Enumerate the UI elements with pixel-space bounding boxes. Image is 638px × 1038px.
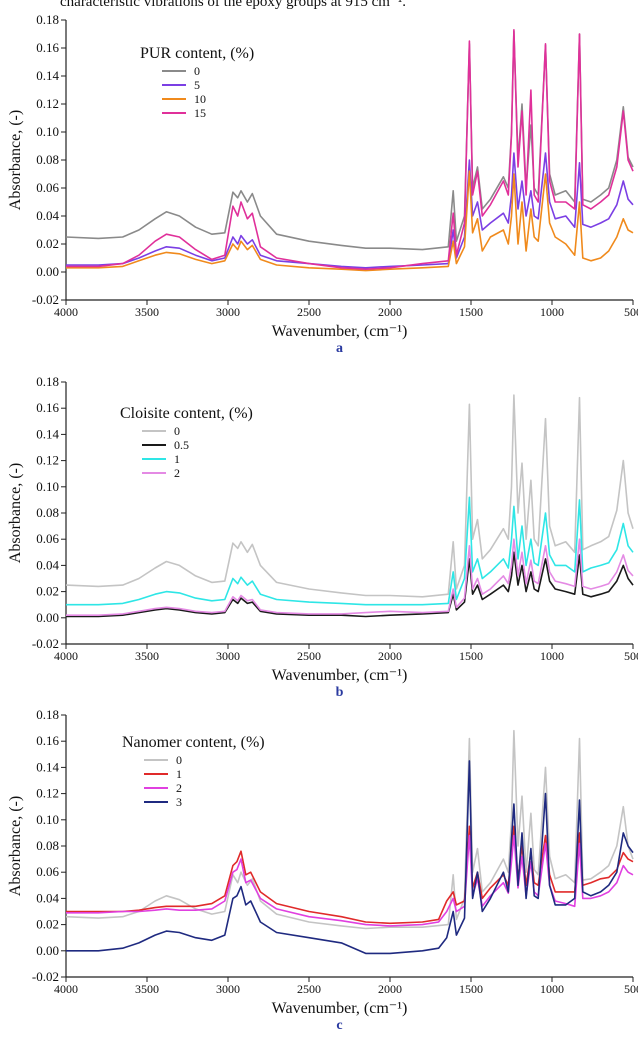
y-tick-label: 0.12: [36, 453, 59, 468]
x-tick-label: 1500: [459, 305, 483, 319]
x-axis-label: Wavenumber, (cm⁻¹): [272, 667, 408, 684]
x-tick-label: 500: [624, 649, 638, 663]
series-line-0: [65, 394, 634, 598]
x-tick-label: 3000: [216, 649, 240, 663]
y-tick-label: 0.06: [36, 864, 59, 879]
legend-label: 2: [174, 466, 180, 480]
x-axis-label: Wavenumber, (cm⁻¹): [272, 323, 408, 340]
legend-label: 15: [194, 106, 206, 120]
chart-panel-c: -0.02 0.00 0.02 0.04 0.06 0.08 0.10 0.12 0.14 0.1…: [0, 705, 638, 1033]
panel-label: c: [336, 1018, 342, 1033]
y-tick-label: 0.04: [36, 557, 59, 572]
y-tick-label: 0.14: [36, 759, 59, 774]
y-tick-label: 0.06: [36, 531, 59, 546]
x-tick-label: 4000: [54, 982, 78, 996]
panel-label: a: [336, 341, 343, 356]
y-tick-label: 0.00: [36, 610, 59, 625]
x-axis-label: Wavenumber, (cm⁻¹): [272, 1000, 408, 1017]
legend-label: 5: [194, 78, 200, 92]
x-tick-label: 3500: [135, 982, 159, 996]
series-line-1: [66, 496, 634, 606]
y-tick-label: 0.04: [36, 208, 59, 223]
series-line-5: [66, 152, 634, 269]
y-axis-label: Absorbance, (-): [7, 796, 24, 896]
legend-label: 1: [176, 767, 182, 781]
chart-panel-b: -0.02 0.00 0.02 0.04 0.06 0.08 0.10 0.12 0.14 0.1…: [0, 370, 638, 700]
x-tick-label: 2000: [378, 982, 402, 996]
y-tick-label: 0.10: [36, 124, 59, 139]
y-tick-label: -0.02: [32, 292, 59, 307]
y-tick-label: -0.02: [32, 969, 59, 984]
series-line-15: [66, 29, 634, 270]
x-tick-label: 2500: [297, 305, 321, 319]
y-tick-label: 0.00: [36, 943, 59, 958]
y-tick-label: 0.08: [36, 838, 59, 853]
x-tick-label: 3500: [135, 305, 159, 319]
legend-label: 2: [176, 781, 182, 795]
legend-label: 0: [174, 424, 180, 438]
y-tick-label: 0.12: [36, 96, 59, 111]
y-tick-label: 0.16: [36, 400, 59, 415]
x-tick-label: 2000: [378, 305, 402, 319]
y-tick-label: 0.18: [36, 707, 59, 722]
y-tick-label: 0.08: [36, 505, 59, 520]
y-tick-label: 0.02: [36, 584, 59, 599]
y-tick-label: 0.14: [36, 426, 59, 441]
y-tick-label: 0.00: [36, 264, 59, 279]
legend-title: Nanomer content, (%): [122, 734, 265, 751]
legend-label: 3: [176, 795, 182, 809]
x-tick-label: 4000: [54, 649, 78, 663]
y-tick-label: -0.02: [32, 636, 59, 651]
y-axis-label: Absorbance, (-): [7, 463, 24, 563]
x-tick-label: 4000: [54, 305, 78, 319]
x-tick-label: 1500: [459, 649, 483, 663]
legend-title: Cloisite content, (%): [120, 405, 253, 422]
y-tick-label: 0.14: [36, 68, 59, 83]
x-tick-label: 1000: [540, 649, 564, 663]
series-line-3: [66, 760, 634, 955]
chart-b-svg: -0.02 0.00 0.02 0.04 0.06 0.08 0.10 0.12 0.14 0.1…: [7, 374, 638, 700]
legend-label: 0: [176, 753, 182, 767]
x-tick-label: 3000: [216, 305, 240, 319]
caption-fragment: characteristic vibrations of the epoxy g…: [60, 0, 407, 10]
y-tick-label: 0.16: [36, 733, 59, 748]
x-tick-label: 2500: [297, 982, 321, 996]
y-tick-label: 0.12: [36, 786, 59, 801]
y-tick-label: 0.10: [36, 812, 59, 827]
x-tick-label: 500: [624, 305, 638, 319]
x-tick-label: 1000: [540, 982, 564, 996]
chart-panel-a: -0.02 0.00 0.02 0.04 0.06 0.08 0.10 0.12 0.14 0.1…: [0, 10, 638, 365]
y-tick-label: 0.18: [36, 12, 59, 27]
x-tick-label: 500: [624, 982, 638, 996]
chart-a-svg: -0.02 0.00 0.02 0.04 0.06 0.08 0.10 0.12 0.14 0.1…: [7, 12, 638, 356]
legend-title: PUR content, (%): [140, 45, 254, 62]
y-tick-label: 0.02: [36, 236, 59, 251]
y-tick-label: 0.16: [36, 40, 59, 55]
chart-c-svg: -0.02 0.00 0.02 0.04 0.06 0.08 0.10 0.12 0.14 0.1…: [7, 707, 638, 1033]
x-tick-label: 3500: [135, 649, 159, 663]
y-tick-label: 0.06: [36, 180, 59, 195]
legend-label: 1: [174, 452, 180, 466]
legend-label: 10: [194, 92, 206, 106]
x-tick-label: 2500: [297, 649, 321, 663]
legend-label: 0.5: [174, 438, 189, 452]
x-tick-label: 1500: [459, 982, 483, 996]
x-tick-label: 1000: [540, 305, 564, 319]
series-line-2: [66, 834, 634, 927]
y-axis-label: Absorbance, (-): [7, 110, 24, 210]
y-tick-label: 0.02: [36, 917, 59, 932]
series-line-10: [66, 170, 634, 272]
x-tick-label: 3000: [216, 982, 240, 996]
y-tick-label: 0.18: [36, 374, 59, 389]
y-tick-label: 0.08: [36, 152, 59, 167]
legend-label: 0: [194, 64, 200, 78]
x-tick-label: 2000: [378, 649, 402, 663]
panel-label: b: [336, 685, 344, 700]
series-line-0.5: [66, 551, 634, 618]
series-line-2: [66, 538, 634, 616]
y-tick-label: 0.04: [36, 890, 59, 905]
y-tick-label: 0.10: [36, 479, 59, 494]
